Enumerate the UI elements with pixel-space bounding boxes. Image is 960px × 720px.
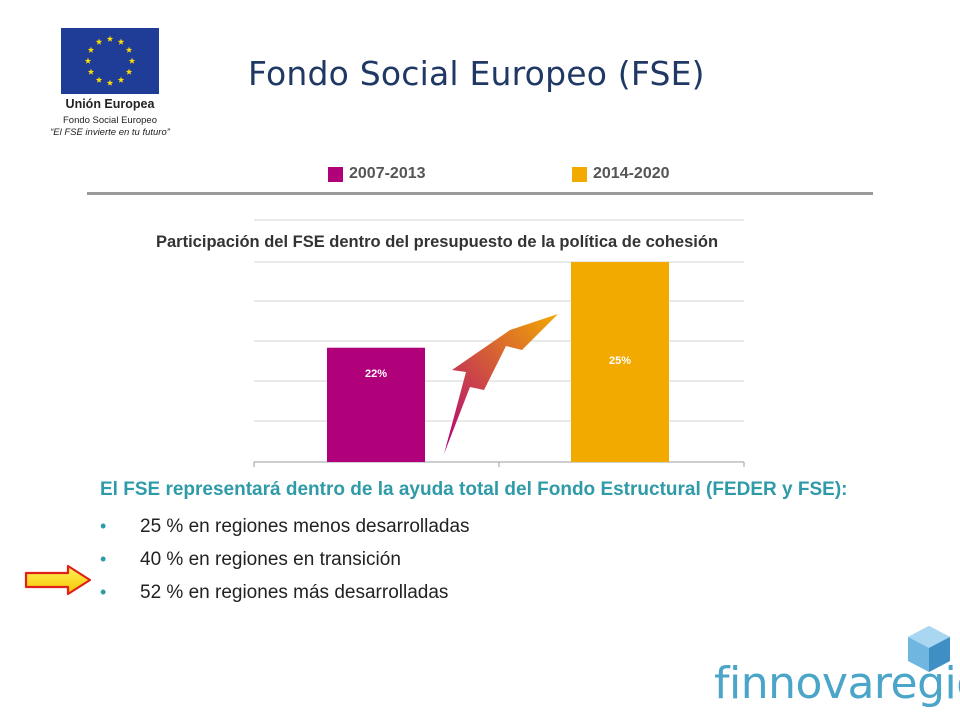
list-item: • 25 % en regiones menos desarrolladas xyxy=(100,510,860,543)
bar-2014-2020 xyxy=(571,262,669,462)
hexagon-icon xyxy=(908,626,950,672)
page-title: Fondo Social Europeo (FSE) xyxy=(248,54,705,93)
eu-fund-name: Fondo Social Europeo xyxy=(62,115,157,126)
bullet-list: • 25 % en regiones menos desarrolladas • 4… xyxy=(100,510,860,609)
eu-star-icon xyxy=(87,68,95,75)
eu-stars xyxy=(84,35,136,86)
brand-logo: finnovaregio xyxy=(710,620,960,710)
divider xyxy=(87,192,873,195)
bullet-icon: • xyxy=(100,582,107,602)
eu-slogan: “El FSE invierte en tu futuro” xyxy=(50,127,170,138)
eu-star-icon xyxy=(95,76,103,83)
eu-star-icon xyxy=(125,46,133,53)
bullet-icon: • xyxy=(100,516,107,536)
bar-2007-2013 xyxy=(327,347,425,462)
list-item-text: 52 % en regiones más desarrolladas xyxy=(140,582,449,603)
legend-item-2014-2020: 2014-2020 xyxy=(572,164,670,184)
lead-paragraph: El FSE representará dentro de la ayuda t… xyxy=(100,479,848,500)
eu-star-icon xyxy=(84,57,92,64)
legend-label-2007-2013: 2007-2013 xyxy=(349,165,426,182)
eu-star-icon xyxy=(125,68,133,75)
bullet-icon: • xyxy=(100,549,107,569)
eu-star-icon xyxy=(106,35,114,42)
eu-flag-icon xyxy=(61,28,159,94)
list-item: • 52 % en regiones más desarrolladas xyxy=(100,576,860,609)
list-item: • 40 % en regiones en transición xyxy=(100,543,860,576)
legend-swatch-2014-2020 xyxy=(572,166,587,182)
eu-star-icon xyxy=(106,79,114,86)
data-label-2007-2013: 22% xyxy=(365,368,387,380)
eu-name: Unión Europea xyxy=(65,97,155,111)
list-item-text: 40 % en regiones en transición xyxy=(140,549,401,570)
eu-logo: Unión Europea Fondo Social Europeo “El F… xyxy=(40,26,190,144)
eu-star-icon xyxy=(117,76,125,83)
eu-star-icon xyxy=(95,38,103,45)
body-text: El FSE representará dentro de la ayuda t… xyxy=(100,474,860,609)
legend-swatch-2007-2013 xyxy=(328,166,343,182)
eu-star-icon xyxy=(117,38,125,45)
legend-label-2014-2020: 2014-2020 xyxy=(593,165,670,182)
eu-star-icon xyxy=(128,57,136,64)
chart-title: Participación del FSE dentro del presupu… xyxy=(152,231,723,254)
eu-star-icon xyxy=(87,46,95,53)
list-item-text: 25 % en regiones menos desarrolladas xyxy=(140,516,470,537)
legend-item-2007-2013: 2007-2013 xyxy=(328,164,426,184)
growth-arrow-icon xyxy=(444,314,558,454)
data-label-2014-2020: 25% xyxy=(609,355,631,367)
pointer-arrow-icon xyxy=(24,564,92,596)
brand-name: finnovaregio xyxy=(714,658,960,709)
